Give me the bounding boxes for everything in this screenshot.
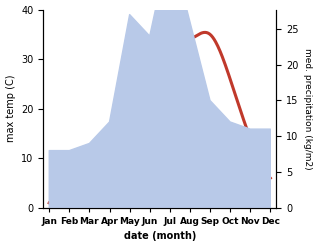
Y-axis label: med. precipitation (kg/m2): med. precipitation (kg/m2) [303, 48, 313, 169]
X-axis label: date (month): date (month) [124, 231, 196, 242]
Y-axis label: max temp (C): max temp (C) [5, 75, 16, 143]
